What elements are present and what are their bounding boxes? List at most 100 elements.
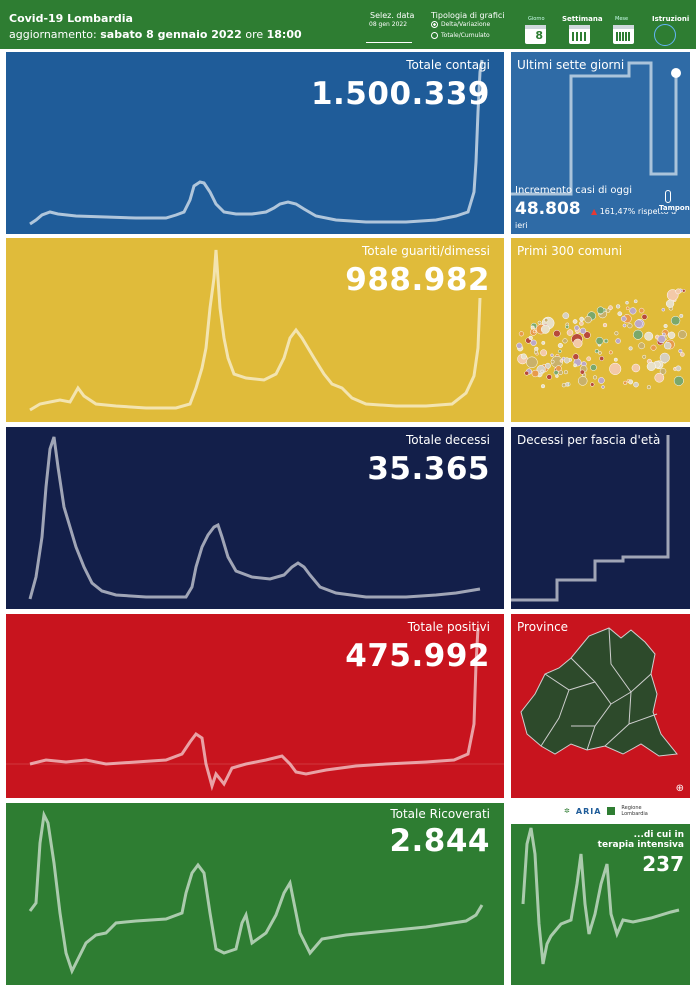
comune-bubble[interactable] xyxy=(665,299,675,308)
comune-bubble[interactable] xyxy=(615,304,621,309)
panel-province[interactable]: Province ⊕ xyxy=(511,614,690,798)
comune-bubble[interactable] xyxy=(594,349,599,354)
comune-bubble[interactable] xyxy=(646,361,656,371)
comune-bubble[interactable] xyxy=(533,350,539,355)
comune-bubble[interactable] xyxy=(566,329,574,336)
comune-bubble[interactable] xyxy=(555,365,562,372)
comune-bubble[interactable] xyxy=(673,375,684,386)
comune-bubble[interactable] xyxy=(561,383,567,388)
comune-bubble[interactable] xyxy=(638,342,645,350)
comune-bubble[interactable] xyxy=(642,354,647,359)
panel-guariti[interactable]: Totale guariti/dimessi 988.982 xyxy=(6,238,504,422)
comune-bubble[interactable] xyxy=(678,349,683,354)
comune-bubble[interactable] xyxy=(622,323,627,328)
comune-bubble[interactable] xyxy=(579,316,585,322)
comune-bubble[interactable] xyxy=(595,336,604,345)
panel-eta[interactable]: Decessi per fascia d'età xyxy=(511,427,690,609)
comune-bubble[interactable] xyxy=(532,329,537,334)
comune-bubble[interactable] xyxy=(558,349,562,354)
comune-bubble[interactable] xyxy=(599,356,605,361)
comune-bubble[interactable] xyxy=(638,307,645,314)
comune-bubble[interactable] xyxy=(646,385,651,390)
comune-bubble[interactable] xyxy=(675,365,682,372)
comune-bubble[interactable] xyxy=(620,315,627,322)
comune-bubble[interactable] xyxy=(659,368,667,375)
panel-contagi[interactable]: Totale contagi 1.500.339 xyxy=(6,52,504,234)
comune-bubble[interactable] xyxy=(573,363,577,368)
comune-bubble[interactable] xyxy=(614,331,619,336)
comune-bubble[interactable] xyxy=(623,380,628,385)
comune-bubble[interactable] xyxy=(603,338,609,344)
comune-bubble[interactable] xyxy=(516,342,523,349)
panel-terapia[interactable]: ...di cui in terapia intensiva 237 xyxy=(511,824,690,985)
comune-bubble[interactable] xyxy=(678,330,687,339)
comune-bubble[interactable] xyxy=(627,323,633,329)
comune-bubble[interactable] xyxy=(675,288,682,295)
comune-bubble[interactable] xyxy=(550,359,555,364)
comune-bubble[interactable] xyxy=(657,335,666,344)
comune-bubble[interactable] xyxy=(596,306,605,315)
comune-bubble[interactable] xyxy=(608,350,613,355)
comune-bubble[interactable] xyxy=(625,300,629,305)
comune-bubble[interactable] xyxy=(641,313,648,320)
comune-bubble[interactable] xyxy=(520,353,527,360)
comune-bubble[interactable] xyxy=(606,308,611,313)
comune-bubble[interactable] xyxy=(615,338,621,344)
comune-bubble[interactable] xyxy=(662,332,666,337)
comune-bubble[interactable] xyxy=(633,381,639,388)
comune-bubble[interactable] xyxy=(609,362,622,375)
comune-bubble[interactable] xyxy=(601,385,605,389)
comune-bubble[interactable] xyxy=(634,319,643,328)
comune-bubble[interactable] xyxy=(598,351,602,355)
comune-bubble[interactable] xyxy=(608,305,613,311)
comune-bubble[interactable] xyxy=(544,362,551,369)
comune-bubble[interactable] xyxy=(602,322,608,328)
zoom-icon[interactable]: ⊕ xyxy=(675,783,684,794)
comune-bubble[interactable] xyxy=(586,356,592,362)
comune-bubble[interactable] xyxy=(537,320,542,325)
comune-bubble[interactable] xyxy=(661,307,666,312)
comune-bubble[interactable] xyxy=(574,325,580,331)
comune-bubble[interactable] xyxy=(550,353,554,358)
comune-bubble[interactable] xyxy=(579,369,585,375)
panel-decessi[interactable]: Totale decessi 35.365 xyxy=(6,427,504,609)
comune-bubble[interactable] xyxy=(518,331,524,337)
comune-bubble[interactable] xyxy=(559,359,564,363)
comune-bubble[interactable] xyxy=(584,315,592,324)
comune-bubble[interactable] xyxy=(654,372,665,383)
comune-bubble[interactable] xyxy=(597,377,605,384)
comune-bubble[interactable] xyxy=(553,370,559,376)
comune-bubble[interactable] xyxy=(590,382,595,387)
comune-bubble[interactable] xyxy=(617,311,623,317)
comune-bubble[interactable] xyxy=(577,376,588,386)
comune-bubble[interactable] xyxy=(572,319,578,324)
comune-bubble[interactable] xyxy=(633,329,643,340)
comune-bubble[interactable] xyxy=(628,346,633,351)
comune-bubble[interactable] xyxy=(682,289,686,293)
comune-bubble[interactable] xyxy=(531,369,539,378)
comune-bubble[interactable] xyxy=(670,315,681,326)
comune-bubble[interactable] xyxy=(526,356,538,369)
radio-total[interactable]: Totale/Cumulato xyxy=(431,32,490,39)
comune-bubble[interactable] xyxy=(544,318,549,323)
comune-bubble[interactable] xyxy=(553,329,561,338)
comune-bubble[interactable] xyxy=(528,335,533,341)
comune-bubble[interactable] xyxy=(540,349,548,357)
comune-bubble[interactable] xyxy=(562,338,568,344)
comune-bubble[interactable] xyxy=(659,352,670,363)
comune-bubble[interactable] xyxy=(590,364,597,371)
panel-ricoverati[interactable]: Totale Ricoverati 2.844 xyxy=(6,803,504,985)
date-select[interactable]: 08 gen 2022 xyxy=(366,20,412,43)
comune-bubble[interactable] xyxy=(680,352,685,357)
btn-month[interactable] xyxy=(613,25,634,44)
help-button[interactable] xyxy=(654,24,676,46)
comune-bubble[interactable] xyxy=(562,312,570,320)
comune-bubble[interactable] xyxy=(583,331,591,339)
comune-bubble[interactable] xyxy=(573,338,583,348)
comune-bubble[interactable] xyxy=(565,324,570,329)
comune-bubble[interactable] xyxy=(650,344,657,351)
comune-bubble[interactable] xyxy=(540,369,544,374)
comune-bubble[interactable] xyxy=(628,379,634,385)
comune-bubble[interactable] xyxy=(613,357,618,362)
comune-bubble[interactable] xyxy=(555,374,559,378)
